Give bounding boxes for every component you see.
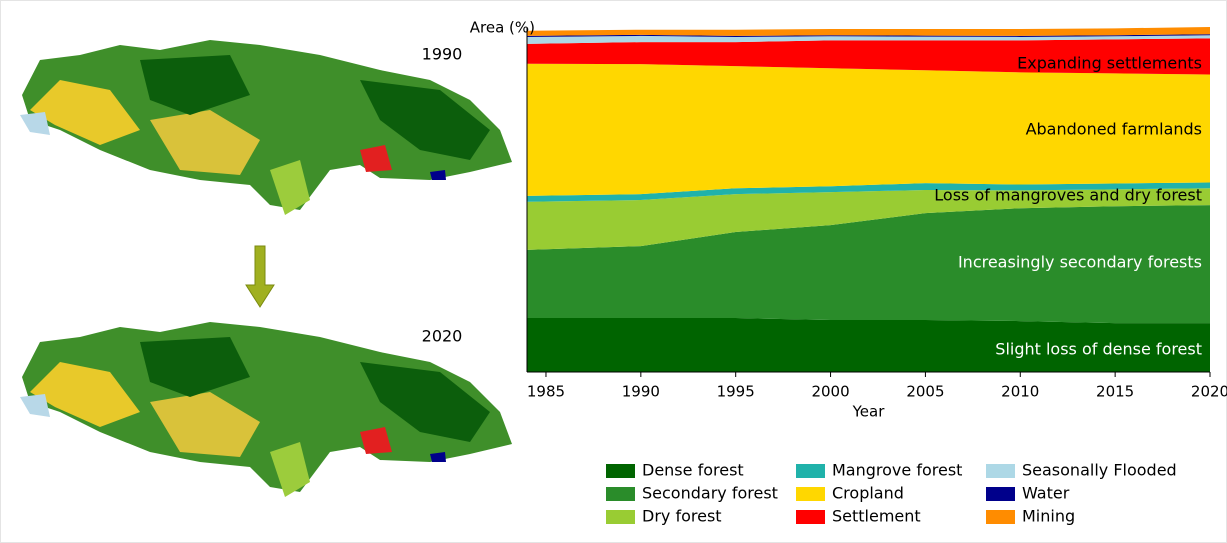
map-year: 2020	[422, 327, 463, 346]
x-tick-label: 2005	[906, 383, 944, 401]
x-tick-label: 1990	[622, 383, 660, 401]
legend-swatch	[796, 510, 825, 524]
legend-label: Seasonally Flooded	[1022, 461, 1177, 480]
legend: Dense forest Secondary forest Dry forest Ma…	[606, 461, 1177, 526]
legend-swatch	[606, 487, 635, 501]
x-tick-label: 2010	[1001, 383, 1039, 401]
legend-label: Settlement	[832, 507, 921, 526]
x-tick-label: 1985	[527, 383, 565, 401]
legend-swatch	[606, 510, 635, 524]
legend-swatch	[796, 464, 825, 478]
legend-swatch	[986, 510, 1015, 524]
legend-label: Dry forest	[642, 507, 722, 526]
area	[527, 27, 1210, 36]
x-tick-label: 2015	[1096, 383, 1134, 401]
map-year: 1990	[422, 45, 463, 64]
annotation: Increasingly secondary forests	[958, 253, 1202, 272]
y-axis-label: Area (%)	[470, 19, 535, 37]
area-chart: 1985 1990 1995 2000 2005 2010 2015 2020 Year Area…	[470, 19, 1227, 421]
annotation: Expanding settlements	[1017, 54, 1202, 73]
legend-swatch	[796, 487, 825, 501]
legend-label: Mangrove forest	[832, 461, 962, 480]
legend-label: Secondary forest	[642, 484, 778, 503]
legend-swatch	[986, 487, 1015, 501]
map-1990	[20, 40, 512, 215]
x-axis-label: Year	[852, 403, 886, 421]
map-2020	[20, 322, 512, 497]
annotation: Abandoned farmlands	[1026, 120, 1202, 139]
legend-label: Mining	[1022, 507, 1075, 526]
legend-label: Dense forest	[642, 461, 744, 480]
arrow	[246, 246, 274, 307]
legend-label: Water	[1022, 484, 1070, 503]
annotation: Loss of mangroves and dry forest	[934, 186, 1202, 205]
annotation: Slight loss of dense forest	[995, 340, 1202, 359]
figure: 1990 2020 1985 1990 1995 2000 2005 2010 2015 20…	[0, 0, 1227, 543]
legend-swatch	[986, 464, 1015, 478]
legend-label: Cropland	[832, 484, 904, 503]
x-tick-label: 2020	[1191, 383, 1227, 401]
x-tick-label: 1995	[717, 383, 755, 401]
x-tick-label: 2000	[811, 383, 849, 401]
legend-swatch	[606, 464, 635, 478]
